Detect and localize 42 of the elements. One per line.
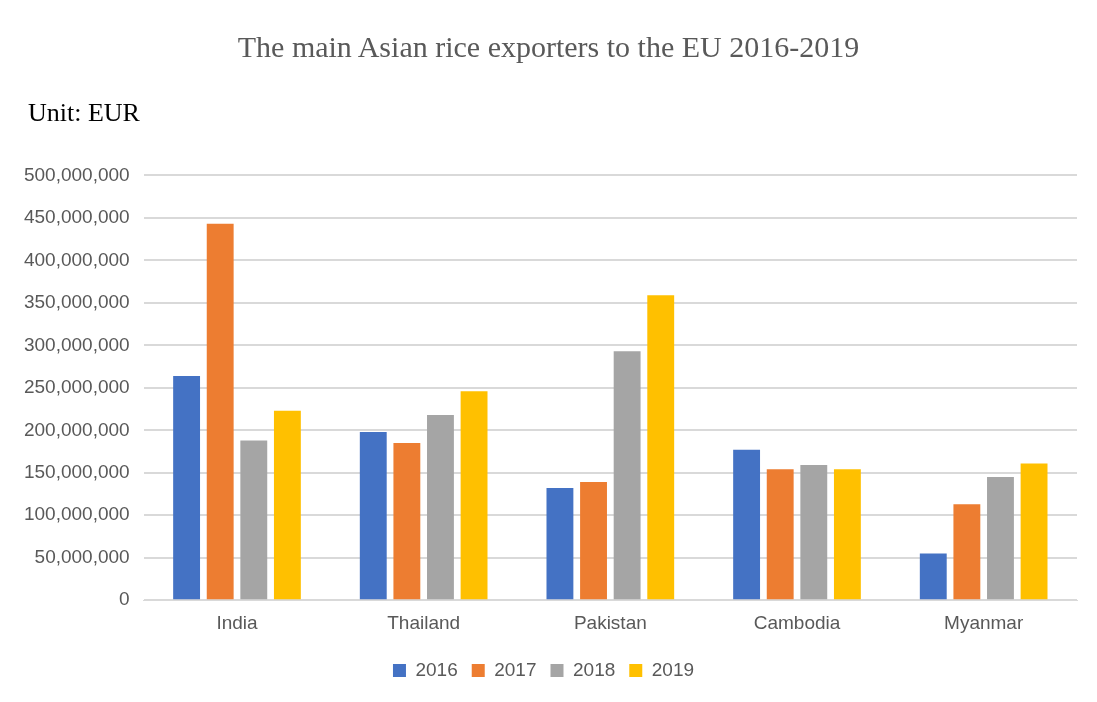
chart-title: The main Asian rice exporters to the EU 2016-2019 — [236, 30, 861, 64]
bar — [546, 488, 574, 600]
text: Unit: EUR — [28, 98, 140, 128]
legend-label: 2018 — [573, 658, 616, 680]
bar — [393, 443, 421, 600]
y-tick-label: 250,000,000 — [23, 376, 130, 398]
legend-label: 2019 — [651, 658, 695, 680]
x-tick-label: Cambodia — [753, 611, 841, 633]
legend-label: 2016 — [415, 658, 458, 680]
bar — [766, 469, 794, 600]
bar — [1020, 463, 1048, 600]
bar — [359, 431, 387, 600]
bar — [613, 351, 641, 600]
y-tick-label: 400,000,000 — [23, 248, 130, 270]
y-tick-label: 200,000,000 — [23, 418, 130, 440]
x-tick-label: Myanmar — [944, 611, 1024, 633]
bar — [953, 504, 981, 600]
bar — [240, 440, 268, 600]
bar — [460, 391, 488, 600]
x-tick-label: Pakistan — [573, 611, 647, 633]
bar — [919, 553, 947, 600]
bar — [647, 295, 675, 600]
y-tick-label: 50,000,000 — [34, 545, 130, 567]
bar — [427, 414, 454, 600]
y-tick-label: 100,000,000 — [23, 503, 130, 525]
bar — [273, 410, 301, 600]
x-tick-label: Thailand — [387, 611, 461, 633]
bar — [173, 375, 201, 600]
y-tick-label: 350,000,000 — [23, 291, 130, 313]
bar — [987, 477, 1014, 600]
bar — [733, 449, 761, 600]
y-tick-label: 300,000,000 — [23, 333, 130, 355]
y-tick-label: 150,000,000 — [23, 460, 130, 482]
y-tick-label: 0 — [119, 588, 130, 610]
bar — [833, 469, 861, 600]
bar — [206, 223, 234, 600]
bar — [580, 482, 607, 600]
bar — [800, 465, 828, 600]
x-tick-label: India — [216, 611, 259, 633]
y-tick-label: 500,000,000 — [23, 163, 130, 185]
y-tick-label: 450,000,000 — [23, 206, 130, 228]
legend-label: 2017 — [494, 658, 537, 680]
